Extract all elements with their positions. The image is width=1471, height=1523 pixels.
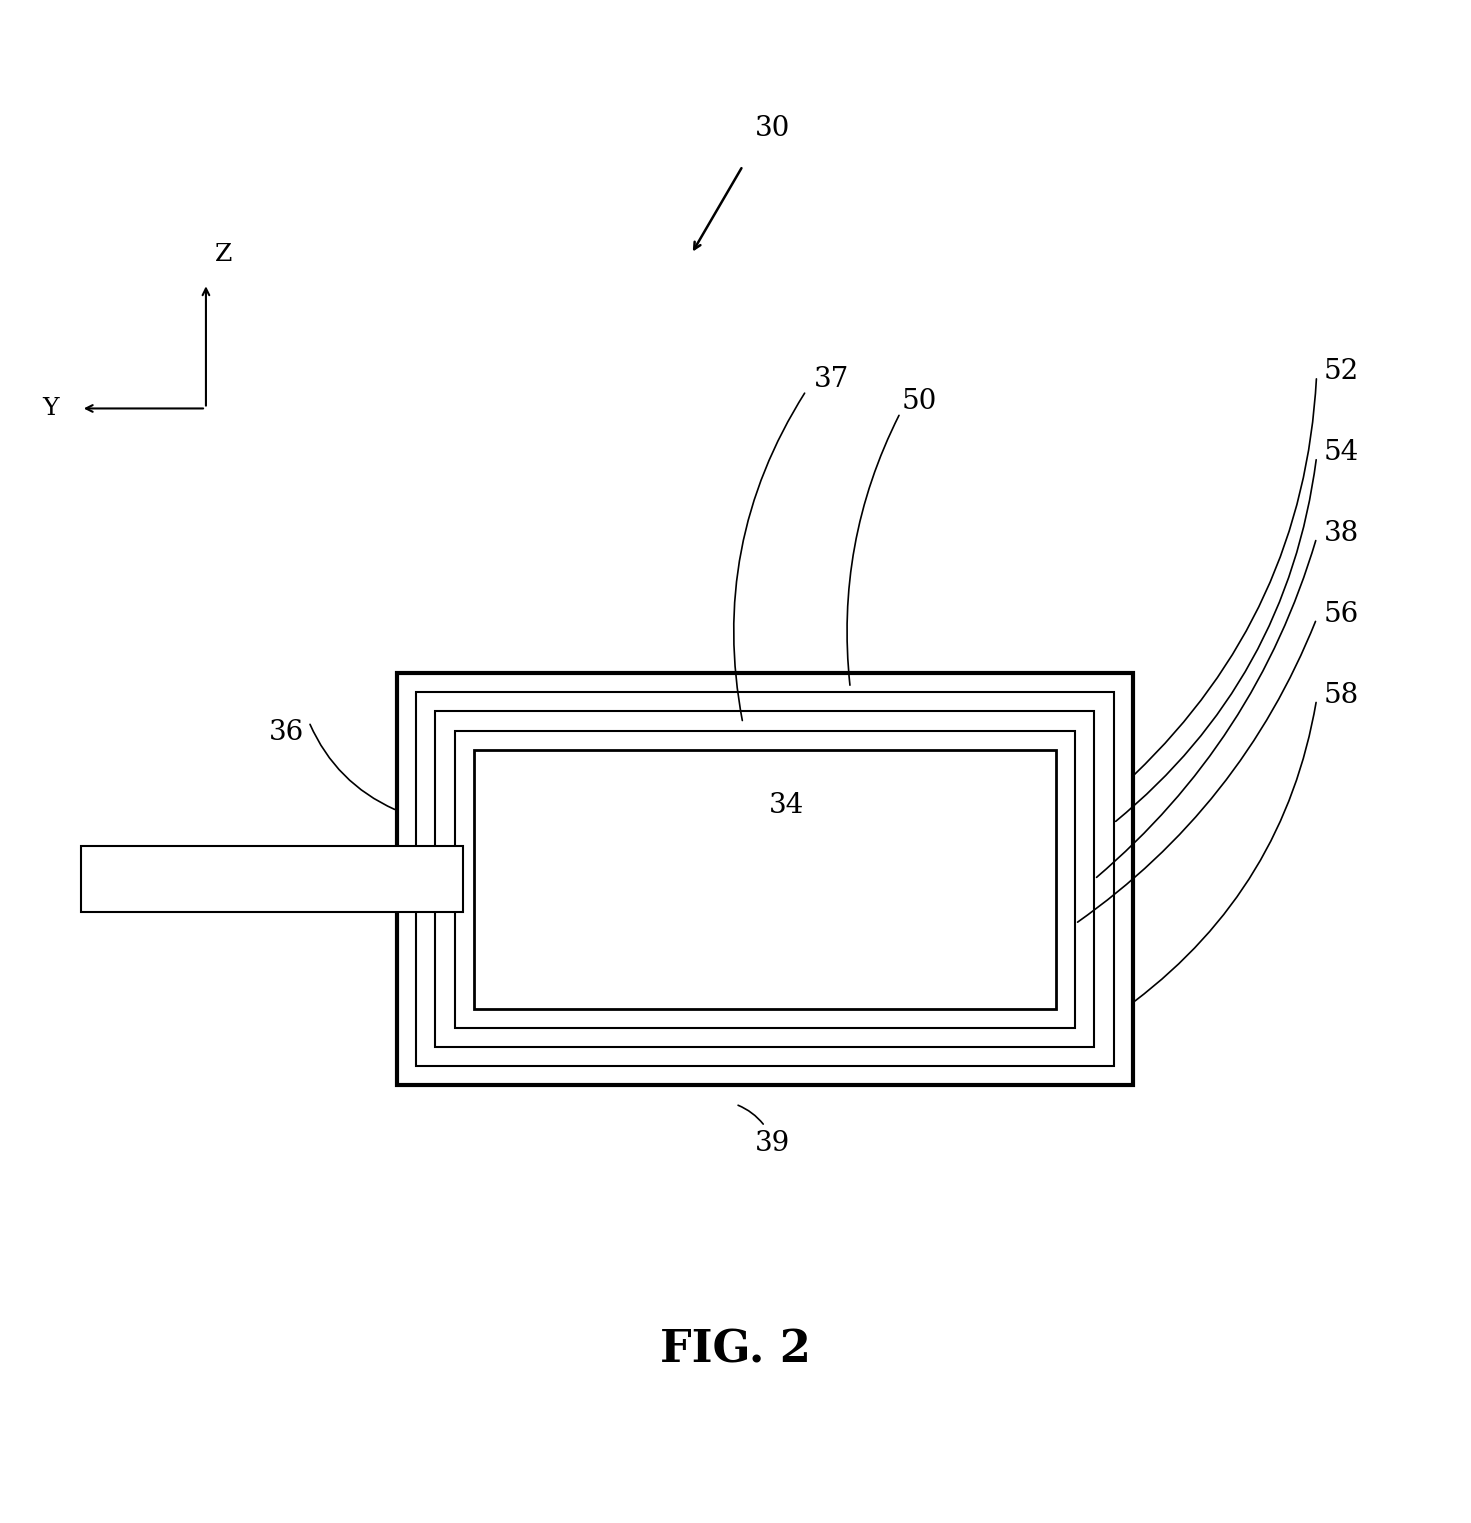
Text: 52: 52 [1324, 358, 1359, 385]
Text: Y: Y [43, 398, 59, 420]
Text: 38: 38 [1324, 519, 1359, 547]
Text: 50: 50 [902, 388, 937, 414]
Bar [474, 749, 1056, 1008]
Text: 56: 56 [1324, 602, 1359, 627]
Bar [81, 847, 463, 912]
Text: 34: 34 [769, 792, 805, 819]
Text: Z: Z [215, 242, 232, 267]
Text: 58: 58 [1324, 682, 1359, 708]
Text: 36: 36 [269, 719, 304, 746]
Text: FIG. 2: FIG. 2 [660, 1328, 811, 1371]
Text: 39: 39 [755, 1130, 790, 1157]
Bar [455, 731, 1075, 1028]
Text: 30: 30 [755, 116, 790, 143]
Bar [435, 711, 1094, 1046]
Bar [416, 693, 1114, 1066]
Text: 54: 54 [1324, 439, 1359, 466]
Bar [397, 673, 1133, 1084]
Text: 37: 37 [813, 366, 849, 393]
